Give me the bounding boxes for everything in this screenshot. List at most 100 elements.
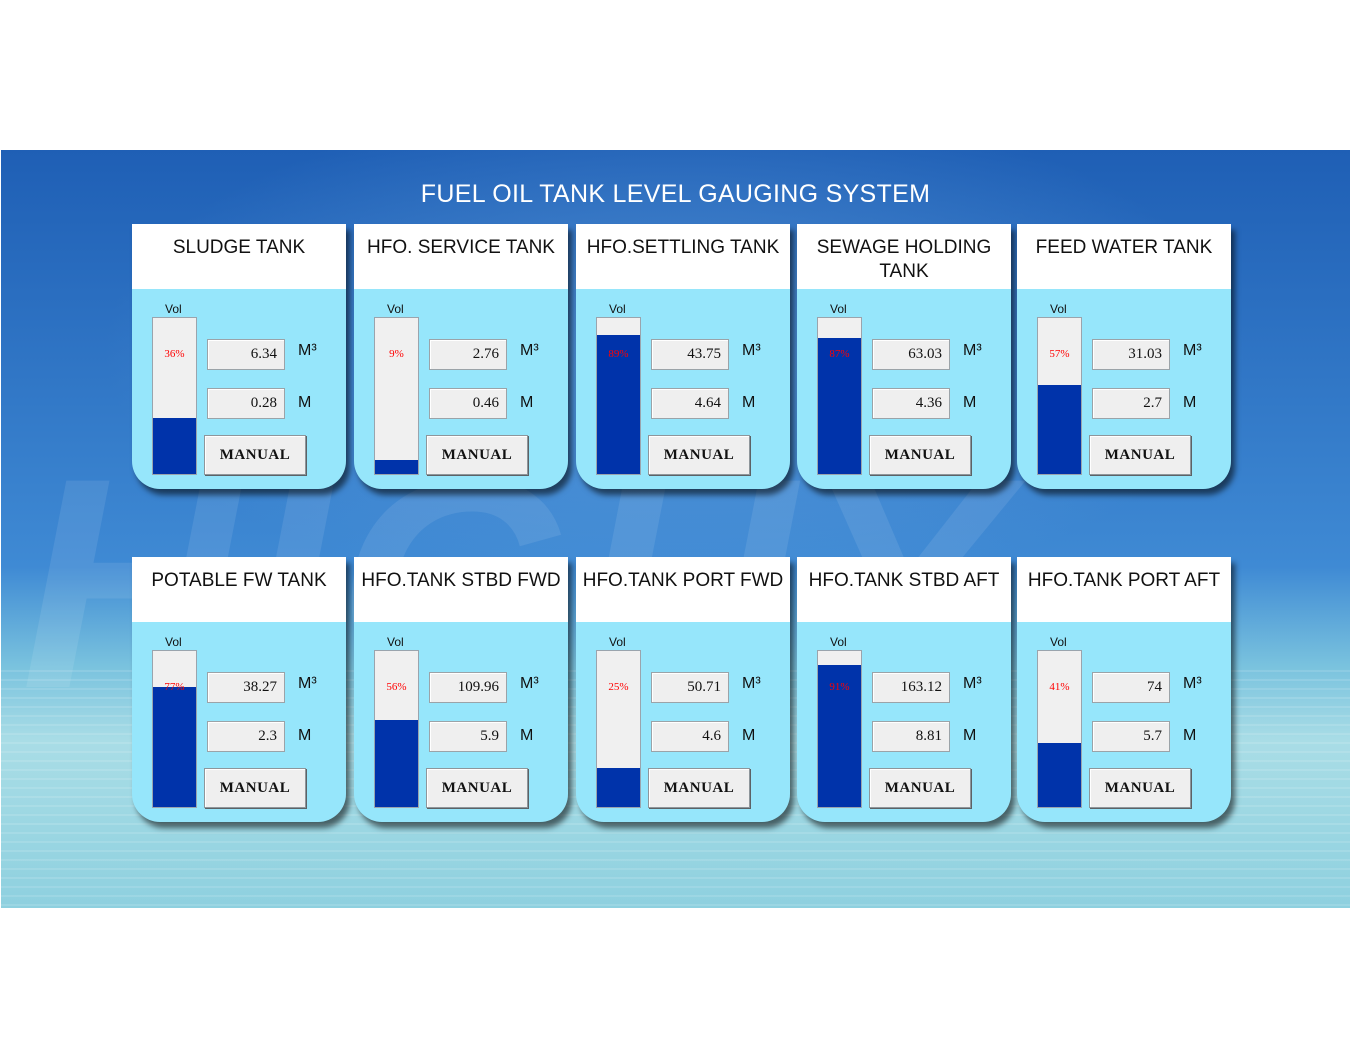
level-unit: M: [520, 394, 534, 411]
vol-label: Vol: [830, 302, 847, 316]
volume-field: 74: [1092, 672, 1170, 703]
tank-card: HFO.TANK STBD AFT Vol 91% 163.12 M³ 8.81 M MANU…: [797, 557, 1011, 822]
vol-label: Vol: [609, 635, 626, 649]
level-unit: M: [1183, 394, 1197, 411]
level-percent: 25%: [608, 681, 629, 693]
vol-label: Vol: [1050, 302, 1067, 316]
level-gauge: 25%: [596, 650, 641, 808]
volume-unit: M³: [520, 675, 539, 692]
level-percent: 77%: [164, 681, 185, 693]
volume-unit: M³: [963, 675, 982, 692]
manual-button[interactable]: MANUAL: [426, 768, 528, 808]
level-gauge: 56%: [374, 650, 419, 808]
tank-name: HFO.TANK PORT AFT: [1017, 557, 1231, 622]
tank-name: SEWAGE HOLDING TANK: [797, 224, 1011, 289]
tank-name: POTABLE FW TANK: [132, 557, 346, 622]
volume-unit: M³: [1183, 342, 1202, 359]
vol-label: Vol: [387, 635, 404, 649]
manual-button[interactable]: MANUAL: [1089, 768, 1191, 808]
manual-button[interactable]: MANUAL: [869, 435, 971, 475]
level-fill: [1038, 743, 1081, 807]
level-percent: 36%: [164, 348, 185, 360]
manual-button[interactable]: MANUAL: [204, 768, 306, 808]
level-fill: [1038, 385, 1081, 474]
tank-name: SLUDGE TANK: [132, 224, 346, 289]
level-fill: [153, 417, 196, 474]
tank-card: HFO.TANK PORT AFT Vol 41% 74 M³ 5.7 M MANUAL: [1017, 557, 1231, 822]
level-field: 4.6: [651, 721, 729, 752]
level-field: 4.36: [872, 388, 950, 419]
page-title: FUEL OIL TANK LEVEL GAUGING SYSTEM: [420, 180, 931, 208]
tank-card: HFO.SETTLING TANK Vol 89% 43.75 M³ 4.64 M MANUA…: [576, 224, 790, 489]
tank-card: POTABLE FW TANK Vol 77% 38.27 M³ 2.3 M MANUAL: [132, 557, 346, 822]
level-percent: 91%: [829, 681, 850, 693]
level-percent: 57%: [1049, 348, 1070, 360]
tank-card: FEED WATER TANK Vol 57% 31.03 M³ 2.7 M MANUAL: [1017, 224, 1231, 489]
main-screen: HIGHY FUEL OIL TANK LEVEL GAUGING SYSTEM…: [1, 150, 1350, 908]
manual-button[interactable]: MANUAL: [648, 768, 750, 808]
manual-button[interactable]: MANUAL: [869, 768, 971, 808]
volume-field: 43.75: [651, 339, 729, 370]
level-fill: [375, 719, 418, 807]
level-fill: [153, 686, 196, 807]
level-unit: M: [520, 727, 534, 744]
level-gauge: 36%: [152, 317, 197, 475]
volume-unit: M³: [298, 675, 317, 692]
volume-unit: M³: [520, 342, 539, 359]
level-field: 2.3: [207, 721, 285, 752]
level-field: 0.46: [429, 388, 507, 419]
volume-field: 163.12: [872, 672, 950, 703]
level-percent: 41%: [1049, 681, 1070, 693]
level-fill: [818, 338, 861, 474]
vol-label: Vol: [1050, 635, 1067, 649]
vol-label: Vol: [165, 302, 182, 316]
volume-unit: M³: [742, 342, 761, 359]
volume-field: 2.76: [429, 339, 507, 370]
vol-label: Vol: [387, 302, 404, 316]
level-field: 2.7: [1092, 388, 1170, 419]
volume-field: 63.03: [872, 339, 950, 370]
volume-field: 6.34: [207, 339, 285, 370]
tank-name: HFO.TANK PORT FWD: [576, 557, 790, 622]
manual-button[interactable]: MANUAL: [1089, 435, 1191, 475]
vol-label: Vol: [609, 302, 626, 316]
level-fill: [597, 768, 640, 807]
volume-unit: M³: [298, 342, 317, 359]
tank-name: HFO.TANK STBD AFT: [797, 557, 1011, 622]
vol-label: Vol: [165, 635, 182, 649]
volume-unit: M³: [742, 675, 761, 692]
level-unit: M: [963, 394, 977, 411]
volume-unit: M³: [1183, 675, 1202, 692]
level-field: 0.28: [207, 388, 285, 419]
level-unit: M: [298, 727, 312, 744]
level-gauge: 91%: [817, 650, 862, 808]
level-gauge: 89%: [596, 317, 641, 475]
volume-field: 31.03: [1092, 339, 1170, 370]
level-unit: M: [963, 727, 977, 744]
level-fill: [597, 335, 640, 474]
tank-name: FEED WATER TANK: [1017, 224, 1231, 289]
level-unit: M: [1183, 727, 1197, 744]
level-percent: 9%: [389, 348, 404, 360]
tank-name: HFO.SETTLING TANK: [576, 224, 790, 289]
level-field: 8.81: [872, 721, 950, 752]
tank-card: SLUDGE TANK Vol 36% 6.34 M³ 0.28 M MANUAL: [132, 224, 346, 489]
level-unit: M: [742, 727, 756, 744]
level-percent: 87%: [829, 348, 850, 360]
tank-card: HFO.TANK PORT FWD Vol 25% 50.71 M³ 4.6 M MANUAL: [576, 557, 790, 822]
level-gauge: 9%: [374, 317, 419, 475]
manual-button[interactable]: MANUAL: [204, 435, 306, 475]
level-fill: [818, 665, 861, 807]
level-percent: 89%: [608, 348, 629, 360]
level-gauge: 87%: [817, 317, 862, 475]
level-field: 5.7: [1092, 721, 1170, 752]
tank-card: HFO.TANK STBD FWD Vol 56% 109.96 M³ 5.9 M MANUA…: [354, 557, 568, 822]
manual-button[interactable]: MANUAL: [648, 435, 750, 475]
level-percent: 56%: [386, 681, 407, 693]
volume-unit: M³: [963, 342, 982, 359]
tank-card: HFO. SERVICE TANK Vol 9% 2.76 M³ 0.46 M MANUAL: [354, 224, 568, 489]
manual-button[interactable]: MANUAL: [426, 435, 528, 475]
level-unit: M: [742, 394, 756, 411]
volume-field: 109.96: [429, 672, 507, 703]
tank-name: HFO. SERVICE TANK: [354, 224, 568, 289]
